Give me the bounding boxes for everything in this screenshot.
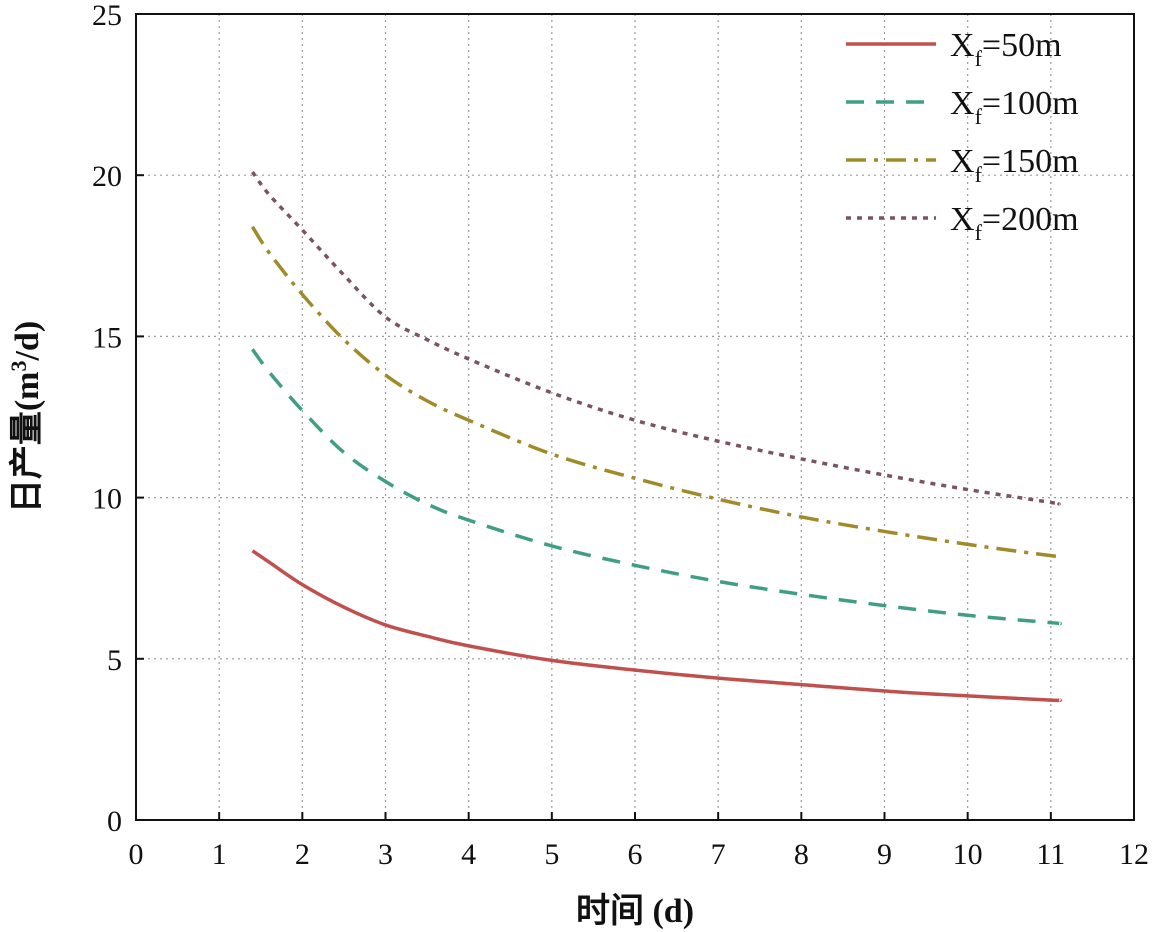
y-tick-label: 25 xyxy=(92,0,122,32)
x-tick-label: 1 xyxy=(212,838,227,871)
grid-lines xyxy=(136,14,1134,820)
x-tick-label: 7 xyxy=(711,838,726,871)
series-line-2 xyxy=(251,348,1062,626)
x-tick-label: 10 xyxy=(953,838,983,871)
x-tick-label: 3 xyxy=(378,838,393,871)
x-tick-label: 8 xyxy=(794,838,809,871)
legend: Xf=50m Xf=100m Xf=150m Xf=200m xyxy=(846,27,1079,245)
x-tick-label: 4 xyxy=(461,838,476,871)
x-tick-label: 11 xyxy=(1036,838,1065,871)
legend-label-1: Xf=50m xyxy=(950,27,1062,71)
x-tick-label: 6 xyxy=(628,838,643,871)
legend-label-2: Xf=100m xyxy=(950,85,1079,129)
x-tick-label: 2 xyxy=(295,838,310,871)
legend-label-4: Xf=200m xyxy=(950,201,1079,245)
x-tick-label: 0 xyxy=(129,838,144,871)
x-tick-label: 5 xyxy=(544,838,559,871)
series-lines xyxy=(250,170,1062,703)
x-axis-title: 时间 (d) xyxy=(576,892,694,930)
y-tick-label: 10 xyxy=(92,483,122,516)
y-axis-title: 日产量(m3/d) xyxy=(6,321,46,513)
legend-label-3: Xf=150m xyxy=(950,143,1079,187)
x-tick-label: 9 xyxy=(877,838,892,871)
series-line-4 xyxy=(251,170,1062,506)
y-tick-label: 15 xyxy=(92,321,122,354)
y-tick-label: 20 xyxy=(92,160,122,193)
y-axis-title-main: 日产量(m xyxy=(8,372,46,514)
y-axis-title-superscript: 3 xyxy=(6,361,31,372)
y-axis-title-rest: /d) xyxy=(9,321,46,362)
y-tick-label: 5 xyxy=(107,644,122,677)
series-line-3 xyxy=(250,225,1062,559)
series-line-1 xyxy=(251,549,1062,703)
y-tick-label: 0 xyxy=(107,805,122,838)
x-tick-label: 12 xyxy=(1119,838,1149,871)
